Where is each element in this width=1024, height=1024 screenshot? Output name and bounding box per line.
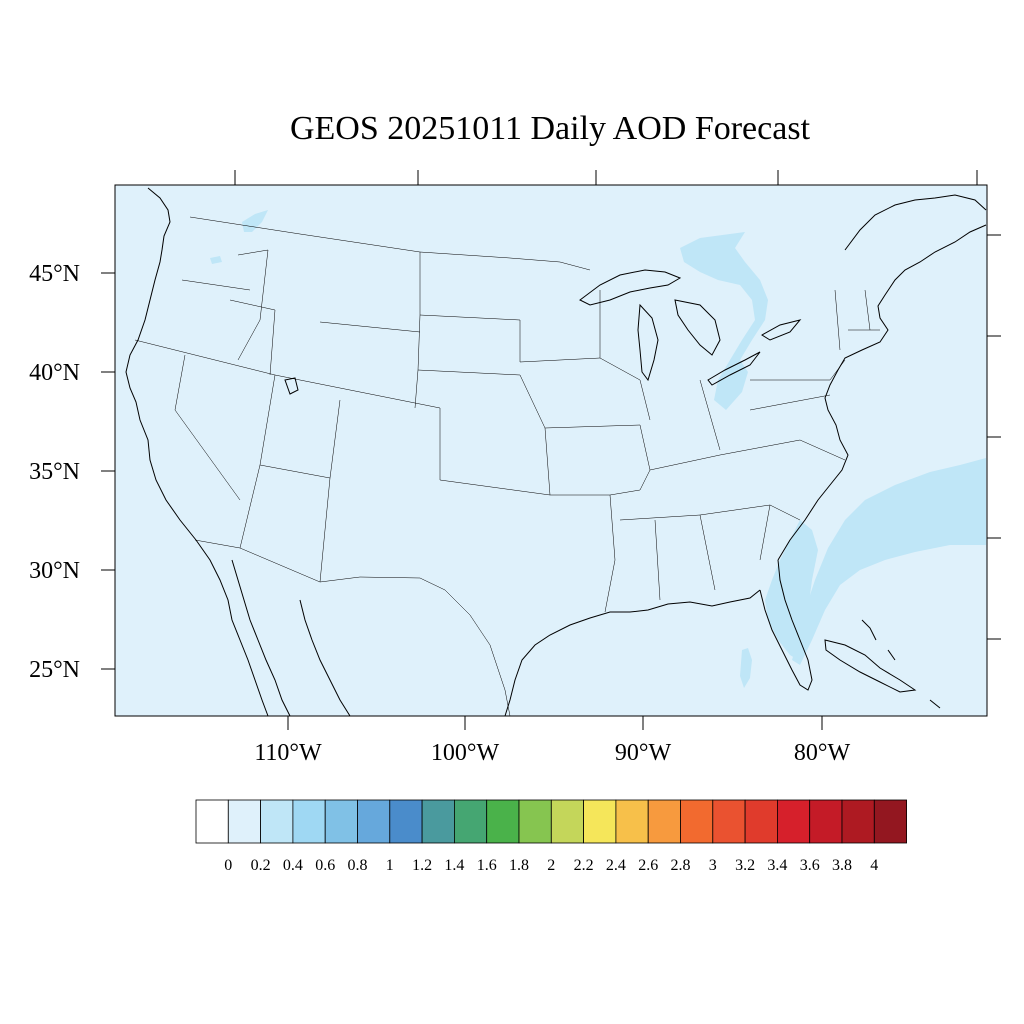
lat-label: 40°N xyxy=(29,360,80,386)
colorbar-swatch xyxy=(583,799,617,844)
colorbar-swatch xyxy=(421,799,455,844)
great-lake-michigan xyxy=(637,303,659,382)
bahamas xyxy=(861,619,941,709)
plume-southeast-coast xyxy=(765,520,818,660)
great-lake-huron xyxy=(674,299,721,356)
colorbar-swatch xyxy=(680,799,714,844)
colorbar-swatch xyxy=(647,799,681,844)
cuba xyxy=(824,639,917,693)
colorbar-label: 1.6 xyxy=(477,857,497,874)
lon-label: 100°W xyxy=(431,740,500,766)
colorbar-label: 1.4 xyxy=(444,857,464,874)
right-ticks xyxy=(987,234,1001,640)
great-lake-superior xyxy=(579,269,682,306)
colorbar-swatch xyxy=(841,799,875,844)
baja-gulf-coast xyxy=(231,559,291,717)
state-lines xyxy=(134,249,880,613)
colorbar-label: 1 xyxy=(386,857,394,874)
colorbar-swatch xyxy=(550,799,584,844)
colorbar: 0 0.2 0.4 0.6 0.8 1 1.2 1.4 1.6 1.8 2 2.2 2.4 2.6 2.8 3… xyxy=(195,799,907,874)
colorbar-label: 3.8 xyxy=(832,857,852,874)
mexico-west-coast xyxy=(299,599,351,717)
lat-label: 45°N xyxy=(29,261,80,287)
lat-label: 25°N xyxy=(29,657,80,683)
colorbar-label: 2.2 xyxy=(574,857,594,874)
lat-label: 30°N xyxy=(29,558,80,584)
colorbar-swatch xyxy=(292,799,326,844)
colorbar-swatch xyxy=(324,799,358,844)
bottom-ticks xyxy=(287,716,823,730)
aod-plumes xyxy=(210,210,986,688)
colorbar-label: 0.4 xyxy=(283,857,303,874)
boundaries xyxy=(134,216,880,717)
colorbar-label: 3 xyxy=(709,857,717,874)
colorbar-swatch xyxy=(615,799,649,844)
colorbar-label: 0.8 xyxy=(348,857,368,874)
west-coast xyxy=(125,187,269,717)
colorbar-swatch xyxy=(777,799,811,844)
left-ticks xyxy=(101,272,115,670)
colorbar-label: 2 xyxy=(547,857,555,874)
east-coast xyxy=(777,224,987,561)
map-plot-area xyxy=(114,184,988,717)
colorbar-swatch xyxy=(744,799,778,844)
colorbar-label: 2.6 xyxy=(638,857,658,874)
colorbar-swatch xyxy=(260,799,294,844)
colorbar-label: 2.4 xyxy=(606,857,626,874)
gulf-coast xyxy=(504,589,761,717)
colorbar-swatch xyxy=(357,799,391,844)
colorbar-swatch xyxy=(486,799,520,844)
top-ticks xyxy=(234,170,978,185)
colorbar-label: 1.8 xyxy=(509,857,529,874)
colorbar-swatch xyxy=(453,799,488,844)
colorbar-swatch xyxy=(195,799,229,844)
plume-great-lakes xyxy=(680,232,768,410)
great-lake-erie xyxy=(707,351,761,386)
plume-atlantic xyxy=(792,458,986,665)
lon-label: 80°W xyxy=(794,740,851,766)
colorbar-label: 0 xyxy=(224,857,232,874)
plume-pacnw xyxy=(210,256,222,264)
colorbar-swatch xyxy=(809,799,843,844)
coastlines xyxy=(125,187,987,717)
plume-northwest xyxy=(242,210,268,232)
map-title: GEOS 20251011 Daily AOD Forecast xyxy=(289,110,811,147)
colorbar-label: 3.6 xyxy=(800,857,820,874)
us-canada-border xyxy=(189,216,591,271)
colorbar-label: 4 xyxy=(870,857,878,874)
lat-label: 35°N xyxy=(29,459,80,485)
florida xyxy=(759,559,813,691)
lon-label: 110°W xyxy=(254,740,322,766)
colorbar-label: 1.2 xyxy=(412,857,432,874)
colorbar-swatch xyxy=(518,799,552,844)
colorbar-swatch xyxy=(227,799,262,844)
plume-cuba xyxy=(740,648,752,688)
canada-east xyxy=(844,194,987,251)
colorbar-swatch xyxy=(389,799,423,844)
us-mexico-border xyxy=(194,539,511,717)
colorbar-label: 3.4 xyxy=(767,857,787,874)
colorbar-label: 0.2 xyxy=(251,857,271,874)
lon-label: 90°W xyxy=(615,740,672,766)
colorbar-label: 3.2 xyxy=(735,857,755,874)
colorbar-swatch xyxy=(712,799,746,844)
colorbar-label: 0.6 xyxy=(315,857,335,874)
great-salt-lake xyxy=(284,377,299,395)
colorbar-label: 2.8 xyxy=(671,857,691,874)
great-lake-ontario xyxy=(761,319,802,341)
colorbar-swatch xyxy=(873,799,907,844)
